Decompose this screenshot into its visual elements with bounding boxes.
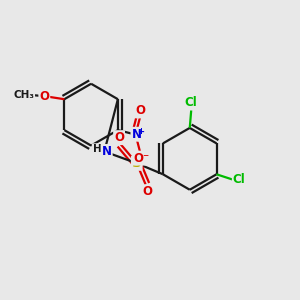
Text: S: S (132, 157, 142, 170)
Text: O: O (142, 185, 152, 198)
Text: O: O (114, 131, 124, 144)
Text: N: N (102, 145, 112, 158)
Text: CH₃: CH₃ (13, 90, 34, 100)
Text: Cl: Cl (233, 173, 246, 186)
Text: Cl: Cl (185, 96, 198, 110)
Text: O: O (39, 90, 49, 103)
Text: O⁻: O⁻ (133, 152, 150, 165)
Text: +: + (137, 127, 144, 136)
Text: O: O (136, 104, 146, 118)
Text: H: H (93, 144, 101, 154)
Text: N: N (131, 128, 141, 141)
